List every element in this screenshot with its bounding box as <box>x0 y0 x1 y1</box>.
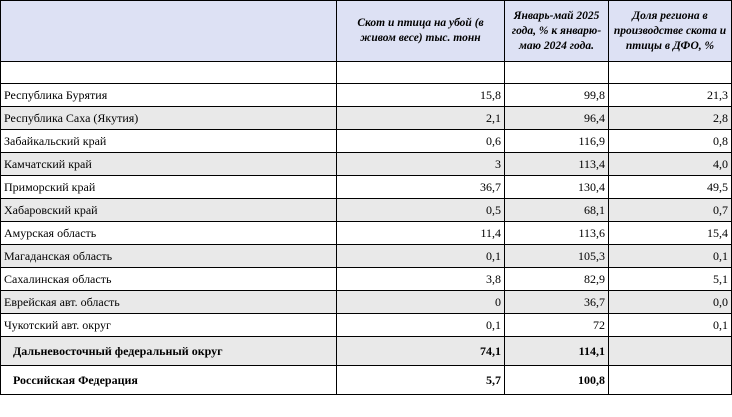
share-value: 0,0 <box>608 290 732 314</box>
total-name: Дальневосточный федеральный округ <box>0 336 337 366</box>
yoy-value: 96,4 <box>504 106 609 130</box>
region-name: Хабаровский край <box>0 198 337 222</box>
slaughter-value: 2,1 <box>336 106 505 130</box>
region-name: Камчатский край <box>0 152 337 176</box>
table-row: Сахалинская область 3,8 82,9 5,1 <box>0 267 732 291</box>
total-row-dfo: Дальневосточный федеральный округ 74,1 1… <box>0 336 732 366</box>
header-region <box>0 0 337 62</box>
table-row: Забайкальский край 0,6 116,9 0,8 <box>0 129 732 153</box>
share-value: 5,1 <box>608 267 732 291</box>
share-value: 15,4 <box>608 221 732 245</box>
total-slaughter-value: 5,7 <box>336 365 505 395</box>
yoy-value: 99,8 <box>504 83 609 107</box>
yoy-value: 36,7 <box>504 290 609 314</box>
yoy-value: 113,4 <box>504 152 609 176</box>
share-value: 0,1 <box>608 313 732 337</box>
region-name: Еврейская авт. область <box>0 290 337 314</box>
slaughter-value: 3 <box>336 152 505 176</box>
slaughter-value: 0,1 <box>336 244 505 268</box>
total-row-russia: Российская Федерация 5,7 100,8 <box>0 365 732 395</box>
region-name: Республика Саха (Якутия) <box>0 106 337 130</box>
slaughter-value: 11,4 <box>336 221 505 245</box>
yoy-value: 72 <box>504 313 609 337</box>
share-value: 21,3 <box>608 83 732 107</box>
table-row: Амурская область 11,4 113,6 15,4 <box>0 221 732 245</box>
yoy-value: 116,9 <box>504 129 609 153</box>
table-row: Камчатский край 3 113,4 4,0 <box>0 152 732 176</box>
table-row: Чукотский авт. округ 0,1 72 0,1 <box>0 313 732 337</box>
table-row: Приморский край 36,7 130,4 49,5 <box>0 175 732 199</box>
share-value: 0,8 <box>608 129 732 153</box>
slaughter-value: 3,8 <box>336 267 505 291</box>
yoy-value: 82,9 <box>504 267 609 291</box>
region-name: Забайкальский край <box>0 129 337 153</box>
region-name: Республика Бурятия <box>0 83 337 107</box>
header-yoy: Январь-май 2025 года, % к январю-маю 202… <box>504 0 609 62</box>
yoy-value: 130,4 <box>504 175 609 199</box>
region-name: Амурская область <box>0 221 337 245</box>
region-name: Сахалинская область <box>0 267 337 291</box>
yoy-value: 105,3 <box>504 244 609 268</box>
region-name: Магаданская область <box>0 244 337 268</box>
share-value: 0,1 <box>608 244 732 268</box>
yoy-value: 68,1 <box>504 198 609 222</box>
share-value: 0,7 <box>608 198 732 222</box>
table-row: Магаданская область 0,1 105,3 0,1 <box>0 244 732 268</box>
table-row: Республика Бурятия 15,8 99,8 21,3 <box>0 83 732 107</box>
blank-row <box>0 61 732 84</box>
slaughter-value: 0,5 <box>336 198 505 222</box>
header-slaughter: Скот и птица на убой (в живом весе) тыс.… <box>336 0 505 62</box>
header-row: Скот и птица на убой (в живом весе) тыс.… <box>0 0 732 62</box>
slaughter-value: 0,1 <box>336 313 505 337</box>
slaughter-value: 0 <box>336 290 505 314</box>
share-value: 4,0 <box>608 152 732 176</box>
total-name: Российская Федерация <box>0 365 337 395</box>
total-slaughter-value: 74,1 <box>336 336 505 366</box>
livestock-table: Скот и птица на убой (в живом весе) тыс.… <box>0 0 732 395</box>
total-yoy-value: 114,1 <box>504 336 609 366</box>
table-row: Республика Саха (Якутия) 2,1 96,4 2,8 <box>0 106 732 130</box>
total-share-value <box>608 336 732 366</box>
total-share-value <box>608 365 732 395</box>
region-name: Чукотский авт. округ <box>0 313 337 337</box>
yoy-value: 113,6 <box>504 221 609 245</box>
table-row: Еврейская авт. область 0 36,7 0,0 <box>0 290 732 314</box>
slaughter-value: 15,8 <box>336 83 505 107</box>
region-name: Приморский край <box>0 175 337 199</box>
header-share: Доля региона в производстве скота и птиц… <box>608 0 732 62</box>
share-value: 49,5 <box>608 175 732 199</box>
share-value: 2,8 <box>608 106 732 130</box>
slaughter-value: 36,7 <box>336 175 505 199</box>
total-yoy-value: 100,8 <box>504 365 609 395</box>
slaughter-value: 0,6 <box>336 129 505 153</box>
table-row: Хабаровский край 0,5 68,1 0,7 <box>0 198 732 222</box>
